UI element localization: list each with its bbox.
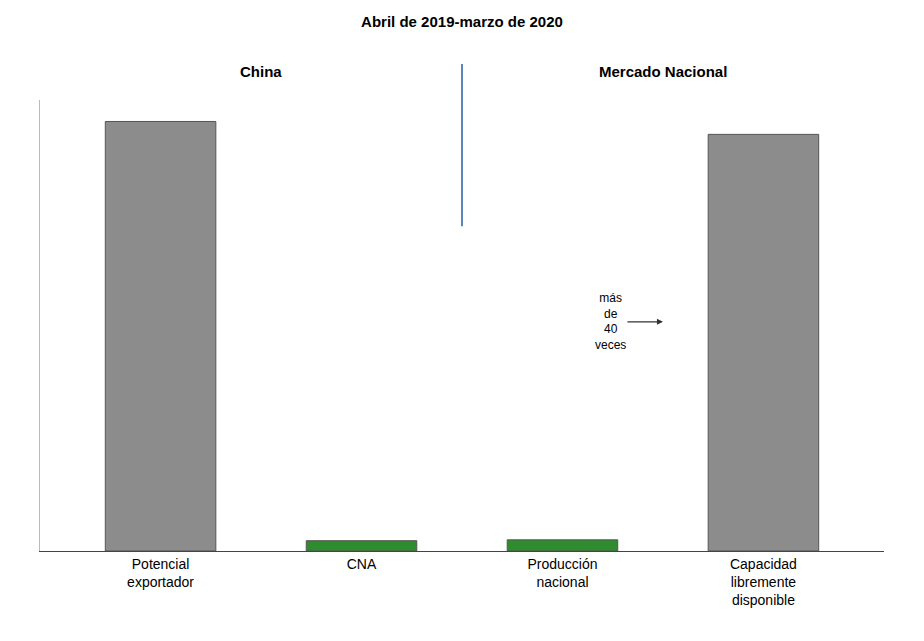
svg-text:CNA: CNA [347,556,377,572]
svg-text:Mercado Nacional: Mercado Nacional [599,63,727,80]
svg-text:Potencialexportador: Potencialexportador [127,556,194,590]
svg-text:Abril de 2019-marzo de 2020: Abril de 2019-marzo de 2020 [361,13,563,30]
svg-text:China: China [240,63,282,80]
svg-text:másde40veces: másde40veces [595,291,626,352]
svg-text:Capacidadlibrementedisponible: Capacidadlibrementedisponible [730,556,797,608]
svg-text:Producciónnacional: Producciónnacional [527,556,597,590]
